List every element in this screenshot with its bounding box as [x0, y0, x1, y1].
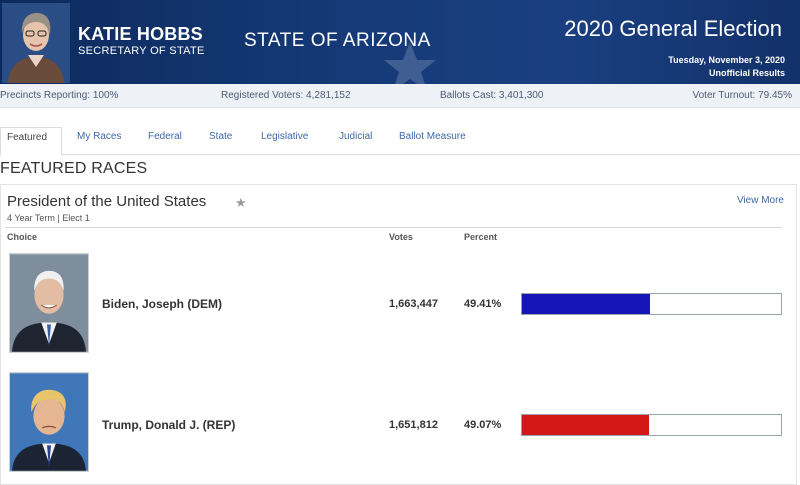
column-header-percent: Percent: [464, 232, 498, 242]
candidate-name: Biden, Joseph (DEM): [102, 297, 223, 311]
voter-turnout: Voter Turnout: 79.45%: [692, 90, 792, 101]
precincts-reporting: Precincts Reporting: 100%: [0, 90, 119, 101]
race-term-info: 4 Year Term | Elect 1: [7, 213, 90, 223]
registered-voters: Registered Voters: 4,281,152: [221, 90, 351, 101]
race-tabs: Featured My Races Federal State Legislat…: [0, 121, 800, 156]
candidate-percent: 49.07%: [464, 419, 502, 431]
star-emblem-icon: [384, 42, 436, 84]
vote-share-bar: [521, 293, 782, 315]
tab-my-races[interactable]: My Races: [77, 131, 122, 142]
ballots-cast: Ballots Cast: 3,401,300: [440, 90, 544, 101]
race-card: President of the United States ★ View Mo…: [0, 184, 797, 485]
candidate-votes: 1,651,812: [389, 419, 438, 431]
tab-ballot-measure[interactable]: Ballot Measure: [399, 131, 466, 142]
vote-share-fill: [522, 294, 650, 314]
vote-share-bar: [521, 414, 782, 436]
view-more-link[interactable]: View More: [736, 195, 784, 206]
candidate-name: Trump, Donald J. (REP): [102, 418, 236, 432]
site-header: KATIE HOBBS SECRETARY OF STATE STATE OF …: [0, 0, 800, 84]
official-name-block: KATIE HOBBS SECRETARY OF STATE: [78, 24, 205, 57]
state-title: STATE OF ARIZONA: [244, 30, 431, 51]
candidate-row: Trump, Donald J. (REP) 1,651,812 49.07%: [1, 370, 796, 480]
election-date: Tuesday, November 3, 2020: [668, 55, 785, 65]
tab-legislative[interactable]: Legislative: [261, 131, 309, 142]
official-portrait: [2, 3, 70, 83]
tab-federal[interactable]: Federal: [148, 131, 182, 142]
results-status: Unofficial Results: [708, 68, 785, 78]
featured-races-heading: FEATURED RACES: [0, 160, 148, 177]
candidate-percent: 49.41%: [464, 298, 502, 310]
race-divider: [5, 227, 782, 228]
column-header-choice: Choice: [7, 232, 38, 242]
election-date-block: Tuesday, November 3, 2020 Unofficial Res…: [668, 54, 785, 80]
candidate-photo: [9, 372, 89, 472]
candidate-photo: [9, 253, 89, 353]
candidate-votes: 1,663,447: [389, 298, 438, 310]
column-header-votes: Votes: [389, 232, 413, 242]
race-title[interactable]: President of the United States: [7, 193, 207, 210]
tab-featured[interactable]: Featured: [0, 127, 62, 156]
tab-judicial[interactable]: Judicial: [339, 131, 373, 142]
election-title: 2020 General Election: [564, 16, 782, 41]
tab-state[interactable]: State: [209, 131, 233, 142]
stats-bar: Precincts Reporting: 100% Registered Vot…: [0, 84, 800, 108]
favorite-star-icon[interactable]: ★: [235, 195, 247, 210]
candidate-row: Biden, Joseph (DEM) 1,663,447 49.41%: [1, 249, 796, 359]
official-title: SECRETARY OF STATE: [78, 45, 205, 57]
vote-share-fill: [522, 415, 650, 435]
official-name: KATIE HOBBS: [78, 24, 203, 44]
